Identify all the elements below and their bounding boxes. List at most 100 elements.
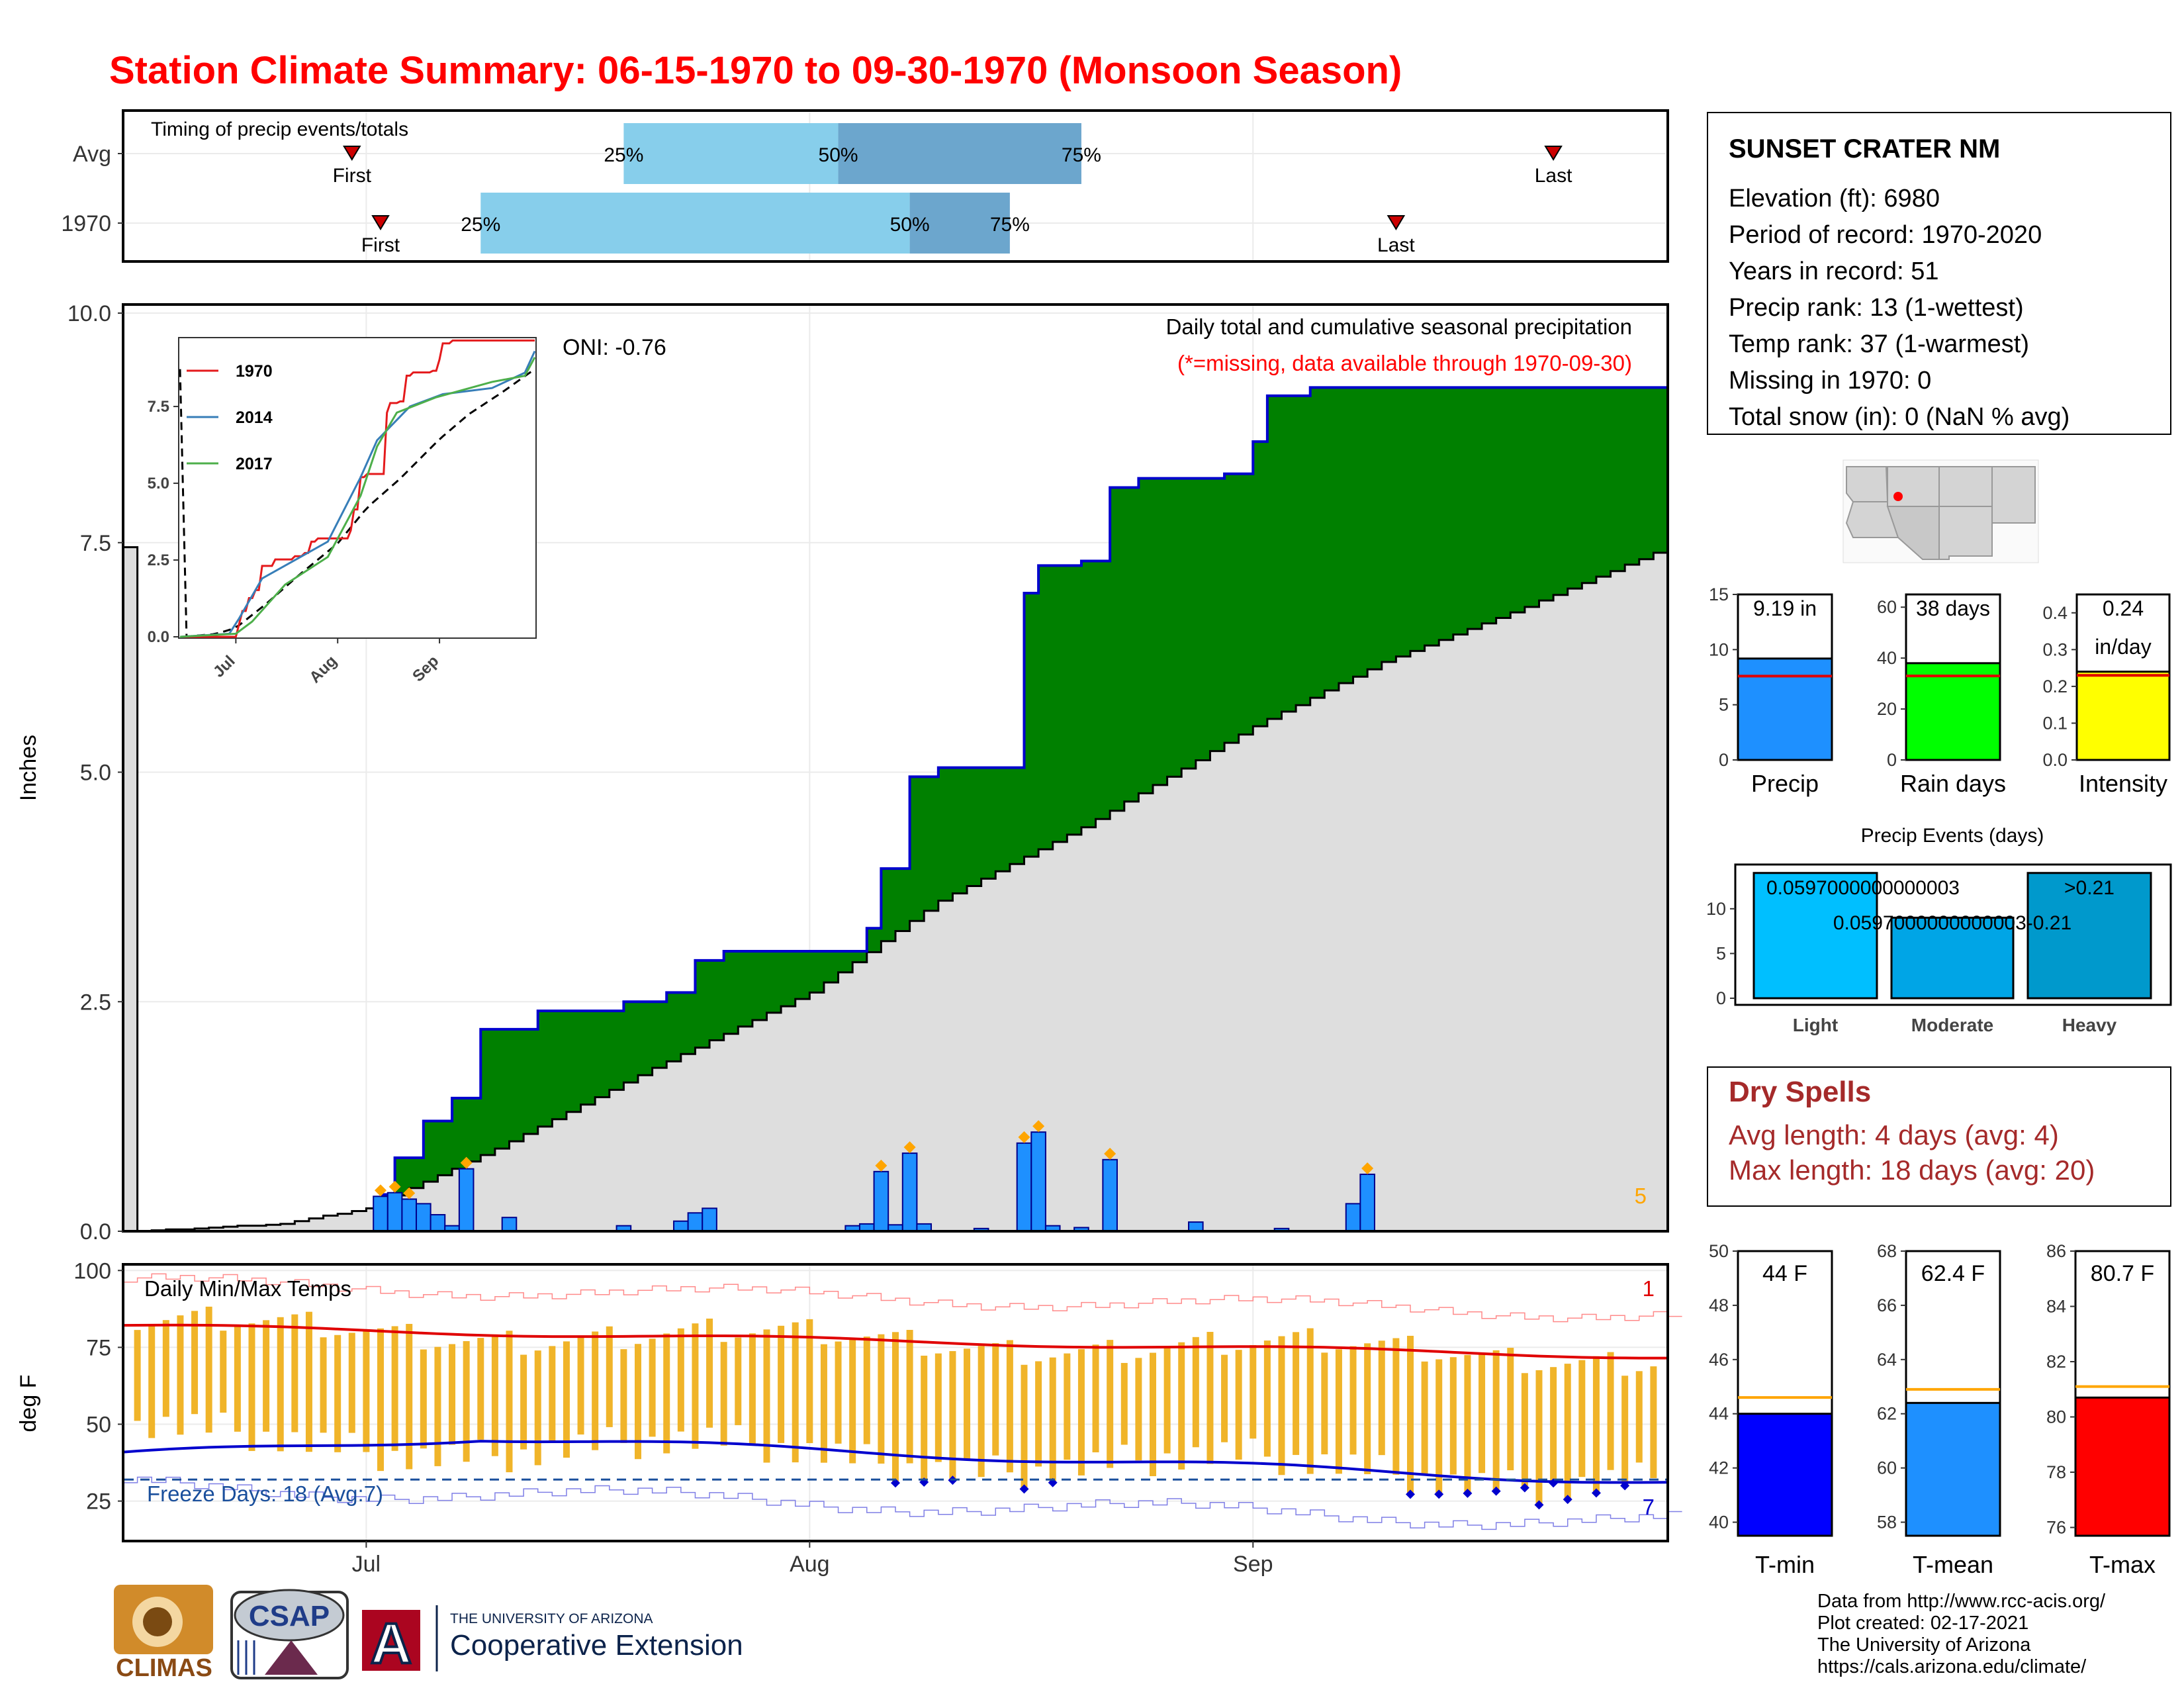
precip-above-avg-segment	[1038, 565, 1054, 850]
timing-panel-label: Timing of precip events/totals	[151, 118, 408, 140]
daily-temp-bar	[1206, 1332, 1214, 1464]
precip-above-avg-segment	[1524, 387, 1540, 607]
daily-temp-bar	[635, 1344, 641, 1460]
precip-ytick-label: 5.0	[80, 761, 111, 786]
daily-temp-bar	[1550, 1367, 1557, 1483]
daily-temp-bar	[1306, 1328, 1314, 1474]
location-map	[1843, 459, 2039, 563]
temp-bar-ytick-label: 84	[2046, 1296, 2066, 1316]
station-name: SUNSET CRATER NM	[1729, 134, 2000, 164]
precip-above-avg-segment	[509, 1029, 524, 1142]
freeze-day-marker	[1491, 1486, 1501, 1496]
daily-temp-bar	[992, 1343, 999, 1456]
daily-temp-bar	[892, 1332, 899, 1483]
temp-bar-t-max	[2074, 1396, 2171, 1537]
temp-ytick-label: 25	[86, 1489, 111, 1515]
events-category-label: Heavy	[2062, 1015, 2117, 1035]
daily-temp-bar	[1578, 1360, 1586, 1477]
precip-above-avg-segment	[1024, 593, 1039, 857]
precip-above-avg-segment	[1052, 565, 1068, 842]
events-label-moderate: 0.0597000000000003-0.21	[1833, 912, 2071, 934]
dry-spells-frame	[1707, 1066, 2171, 1207]
precip-annotation-missing: (*=missing, data available through 1970-…	[1177, 351, 1632, 375]
daily-temp-bar	[1507, 1348, 1514, 1471]
daily-precip-bar	[687, 1212, 704, 1233]
daily-temp-bar	[1479, 1352, 1486, 1474]
map-state-east	[1991, 466, 2036, 524]
temp-bar-t-min	[1737, 1413, 1833, 1537]
precip-above-avg-segment	[1224, 473, 1240, 743]
daily-precip-marker	[388, 1180, 401, 1193]
daily-precip-marker	[375, 1184, 387, 1197]
daily-temp-bar	[549, 1346, 556, 1442]
precip-above-avg-segment	[1496, 387, 1511, 618]
precip-above-avg-segment	[709, 960, 725, 1041]
daily-temp-bar	[1163, 1347, 1171, 1454]
daily-precip-bar	[1188, 1221, 1204, 1233]
daily-temp-bar	[1564, 1364, 1571, 1500]
timing-marker-first	[371, 215, 390, 230]
precip-above-avg-segment	[437, 1121, 453, 1176]
precip-above-avg-segment	[1138, 478, 1154, 794]
dry-spells-avg: Avg length: 4 days (avg: 4)	[1729, 1119, 2059, 1150]
daily-temp-bar	[520, 1354, 527, 1450]
precip-above-avg-segment	[781, 951, 796, 1007]
events-label-light: 0.0597000000000003	[1766, 877, 1960, 899]
summary-bar-value: 9.19 in	[1753, 596, 1817, 620]
freeze-day-marker	[1534, 1500, 1544, 1510]
precip-y-label: Inches	[16, 735, 41, 801]
ua-logo-letter: A	[371, 1612, 412, 1675]
daily-temp-bar	[291, 1314, 298, 1432]
precip-annotation-title: Daily total and cumulative seasonal prec…	[1166, 314, 1632, 339]
cold-days-count: 7	[1643, 1495, 1655, 1519]
temp-ytick-label: 75	[86, 1335, 111, 1360]
events-bar-moderate	[1890, 916, 2015, 1000]
timing-label-first: First	[333, 165, 372, 187]
temp-bar-ytick-label: 68	[1877, 1241, 1897, 1261]
map-state-arizona	[1886, 506, 1940, 560]
precip-above-avg-segment	[967, 767, 982, 886]
daily-temp-bar	[620, 1349, 627, 1443]
page-title: Station Climate Summary: 06-15-1970 to 0…	[109, 49, 1402, 92]
timing-panel: Timing of precip events/totals Avg 25% 50%…	[61, 109, 1669, 263]
precip-ytick-label: 7.5	[80, 531, 111, 556]
daily-temp-bar	[649, 1338, 656, 1437]
precip-above-avg-segment	[1338, 387, 1354, 683]
precip-above-avg-segment	[409, 1158, 424, 1188]
precip-above-avg-segment	[895, 868, 911, 931]
precip-above-avg-segment	[766, 951, 782, 1013]
daily-precip-bar	[373, 1196, 388, 1232]
daily-temp-bar	[1120, 1362, 1128, 1445]
map-state-nevada	[1846, 466, 1889, 502]
summary-bar-precip	[1737, 657, 1833, 761]
precip-above-avg-segment	[1510, 387, 1525, 613]
precip-above-avg-segment	[1582, 387, 1597, 583]
daily-temp-bar	[1421, 1361, 1428, 1476]
temp-bar-ytick-label: 60	[1877, 1458, 1897, 1478]
daily-temp-bar	[1392, 1338, 1400, 1475]
events-title: Precip Events (days)	[1861, 825, 2044, 847]
summary-bar-label: Intensity	[2079, 770, 2167, 797]
daily-temp-bar	[878, 1334, 885, 1464]
timing-bar-q50-q75	[838, 123, 1081, 184]
daily-temp-bar	[1235, 1350, 1242, 1460]
precip-events-chart: Precip Events (days) 0 5 10 Light Moderate He…	[1706, 825, 2172, 1035]
timing-label-last: Last	[1377, 234, 1415, 256]
x-tick-label: Sep	[1233, 1552, 1273, 1577]
timing-label-75: 75%	[990, 214, 1030, 236]
precip-above-avg-segment	[480, 1029, 496, 1155]
temp-bar-label: T-max	[2089, 1551, 2156, 1578]
freeze-day-marker	[1434, 1489, 1444, 1499]
daily-temp-bar	[1335, 1349, 1342, 1474]
daily-precip-bar	[387, 1192, 403, 1232]
timing-marker-last	[1387, 215, 1406, 230]
freeze-day-marker	[1463, 1488, 1473, 1498]
precip-above-avg-segment	[1553, 387, 1569, 595]
precip-above-avg-segment	[423, 1121, 439, 1182]
daily-temp-bar	[363, 1331, 370, 1452]
daily-temp-bar	[577, 1336, 584, 1435]
precip-above-avg-segment	[1467, 387, 1482, 630]
precip-above-avg-segment	[866, 928, 882, 953]
x-tick-label: Aug	[790, 1552, 830, 1577]
inset-ytick-label: 7.5	[148, 398, 169, 416]
